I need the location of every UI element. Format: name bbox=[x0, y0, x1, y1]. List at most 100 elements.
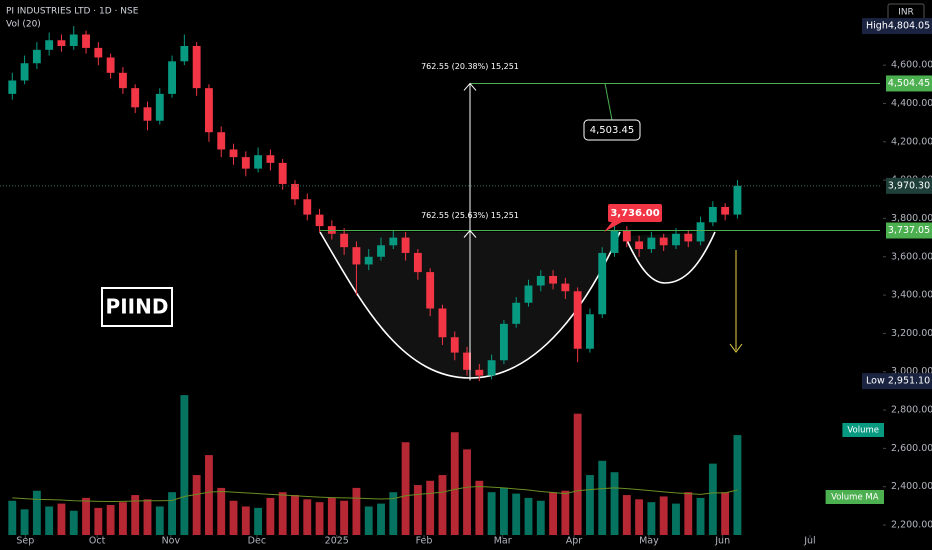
extreme-label: 2,951.10 bbox=[888, 376, 930, 387]
candle-body bbox=[561, 283, 570, 292]
candle-body bbox=[610, 229, 619, 253]
candle-body bbox=[278, 162, 287, 184]
volume-bar bbox=[672, 503, 680, 535]
volume-bar bbox=[438, 475, 447, 535]
candle-body bbox=[254, 155, 263, 169]
callout-tag bbox=[608, 204, 662, 222]
x-tick-label: Feb bbox=[416, 536, 433, 547]
volume-bar bbox=[303, 499, 312, 535]
x-tick-label: 2025 bbox=[325, 536, 349, 547]
candle-body bbox=[463, 352, 471, 370]
volume-bar bbox=[512, 493, 521, 535]
candle-body bbox=[586, 314, 594, 349]
callout-tag-pointer bbox=[604, 222, 622, 232]
extreme-name: Low bbox=[866, 376, 885, 387]
y-tick-label: 2,800.00 bbox=[891, 405, 932, 416]
x-tick-label: Jun bbox=[714, 536, 730, 547]
volume-bar bbox=[217, 487, 226, 535]
candle-body bbox=[475, 369, 484, 376]
last-price-label: 3,970.30 bbox=[888, 180, 930, 191]
candle-body bbox=[635, 241, 644, 250]
volume-bar bbox=[622, 495, 631, 535]
y-tick-label: 4,200.00 bbox=[891, 136, 932, 147]
candle-body bbox=[340, 233, 349, 248]
volume-legend-label: Volume MA bbox=[831, 493, 879, 503]
candle-body bbox=[684, 233, 693, 242]
volume-legend-tag bbox=[825, 490, 884, 504]
currency-label[interactable]: INR bbox=[898, 8, 914, 18]
volume-bar bbox=[118, 502, 127, 535]
volume-bar bbox=[205, 455, 213, 535]
volume-bar bbox=[721, 492, 730, 535]
candle-body bbox=[155, 93, 164, 121]
volume-bar bbox=[696, 497, 705, 535]
volume-bar bbox=[69, 510, 78, 535]
volume-bar bbox=[573, 413, 582, 535]
target-arrow-head bbox=[729, 343, 743, 353]
candle-body bbox=[57, 40, 66, 46]
candle-body bbox=[389, 237, 398, 246]
level-tag-label: 3,737.05 bbox=[888, 225, 930, 236]
callout-tag-label: 3,736.00 bbox=[610, 208, 659, 219]
candle-body bbox=[733, 185, 742, 215]
y-tick-label: 3,000.00 bbox=[891, 366, 932, 377]
candle-body bbox=[192, 45, 201, 89]
candle-body bbox=[499, 323, 508, 361]
candle-body bbox=[377, 245, 385, 257]
candle-body bbox=[512, 302, 521, 324]
volume-bar bbox=[254, 507, 263, 535]
candle-body bbox=[143, 107, 152, 121]
candle-body bbox=[118, 72, 127, 89]
callout-box bbox=[583, 119, 641, 141]
measure-arrow-head bbox=[463, 229, 477, 238]
y-tick-label: 3,800.00 bbox=[891, 213, 932, 224]
volume-bar bbox=[229, 500, 238, 535]
candle-body bbox=[131, 88, 140, 108]
x-tick-label: Dec bbox=[248, 536, 266, 547]
candle-body bbox=[487, 360, 496, 376]
volume-bar bbox=[315, 502, 324, 535]
x-tick-label: Mar bbox=[494, 536, 512, 547]
level-tag bbox=[886, 75, 932, 92]
volume-bar bbox=[499, 487, 508, 535]
candle-body bbox=[426, 272, 435, 309]
volume-bar bbox=[610, 472, 619, 535]
volume-legend-label: Volume bbox=[847, 426, 879, 436]
volume-bar bbox=[20, 509, 29, 535]
volume-bar bbox=[426, 480, 435, 535]
candle-body bbox=[241, 157, 250, 169]
extreme-tag bbox=[862, 18, 932, 35]
candle-body bbox=[180, 45, 189, 62]
candle-body bbox=[696, 222, 705, 242]
y-tick-label: 4,400.00 bbox=[891, 98, 932, 109]
candle-body bbox=[672, 233, 680, 246]
candle-body bbox=[659, 237, 668, 246]
extreme-tag bbox=[862, 373, 932, 390]
volume-bar bbox=[598, 460, 607, 535]
volume-bar bbox=[340, 500, 349, 535]
measure-text: 762.55 (20.38%) 15,251 bbox=[421, 62, 519, 71]
candle-body bbox=[94, 47, 103, 58]
candle-body bbox=[8, 80, 17, 94]
volume-bar bbox=[94, 507, 103, 535]
callout-pointer bbox=[604, 83, 613, 121]
volume-bar bbox=[389, 492, 398, 535]
candle-body bbox=[327, 226, 336, 234]
x-tick-label: Apr bbox=[566, 536, 583, 547]
candle-body bbox=[20, 63, 29, 81]
candle-body bbox=[205, 88, 213, 133]
candle-body bbox=[168, 61, 176, 94]
y-tick-label: 3,600.00 bbox=[891, 251, 932, 262]
volume-bar bbox=[561, 490, 570, 535]
volume-bar bbox=[475, 480, 484, 535]
y-tick-label: 2,200.00 bbox=[891, 520, 932, 531]
volume-bar bbox=[57, 503, 66, 535]
candle-body bbox=[291, 183, 299, 200]
candle-body bbox=[217, 132, 226, 150]
candle-body bbox=[598, 252, 607, 315]
volume-bar bbox=[352, 487, 361, 535]
volume-bar bbox=[45, 506, 54, 535]
candle-body bbox=[229, 149, 238, 158]
x-tick-label: May bbox=[639, 536, 659, 547]
volume-bar bbox=[278, 492, 287, 535]
